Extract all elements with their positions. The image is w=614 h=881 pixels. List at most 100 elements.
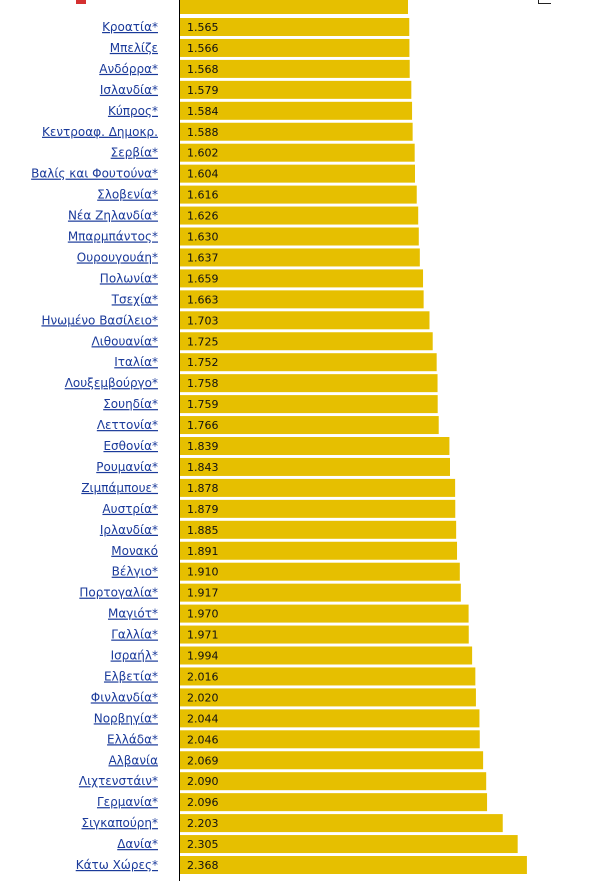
country-label-link[interactable]: Εσθονία* bbox=[103, 439, 158, 453]
country-label-link[interactable]: Σερβία* bbox=[111, 146, 158, 160]
country-label-link[interactable]: Μπελίζε bbox=[110, 41, 158, 55]
bar bbox=[180, 562, 460, 581]
country-label-link[interactable]: Ελβετία* bbox=[104, 669, 158, 683]
bar bbox=[180, 185, 417, 204]
bar bbox=[180, 667, 476, 686]
country-label-link[interactable]: Σουηδία* bbox=[103, 397, 158, 411]
country-label-link[interactable]: Μαγιότ* bbox=[108, 607, 158, 621]
bar bbox=[180, 520, 457, 539]
country-label-link[interactable]: Ισλανδία* bbox=[100, 83, 158, 97]
country-label-link[interactable]: Ρουμανία* bbox=[96, 460, 158, 474]
country-label-link[interactable]: Βαλίς και Φουτούνα* bbox=[31, 167, 158, 181]
country-label-link[interactable]: Γερμανία* bbox=[97, 795, 158, 809]
country-label-link[interactable]: Ουρουγουάη* bbox=[77, 250, 158, 264]
bar bbox=[180, 772, 487, 791]
country-label-link[interactable]: Ζιμπάμπουε* bbox=[81, 481, 158, 495]
country-label-link[interactable]: Πολωνία* bbox=[100, 271, 158, 285]
country-label-link[interactable]: Νορβηγία* bbox=[94, 711, 158, 725]
bar bbox=[180, 688, 476, 707]
country-label-link[interactable]: Αυστρία* bbox=[102, 502, 158, 516]
country-label-link[interactable]: Λιχτενστάιν* bbox=[79, 774, 158, 788]
country-label-link[interactable]: Μονακό bbox=[111, 544, 158, 558]
bar-value-label: 1.766 bbox=[187, 419, 219, 432]
country-label-link[interactable]: Ελλάδα* bbox=[107, 732, 158, 746]
country-label-link[interactable]: Λεττονία* bbox=[97, 418, 158, 432]
bar bbox=[180, 269, 424, 288]
bar-value-label: 1.659 bbox=[187, 272, 219, 285]
country-label-link[interactable]: Γαλλία* bbox=[111, 628, 158, 642]
bar bbox=[180, 374, 438, 393]
country-label-link[interactable]: Λουξεμβούργο* bbox=[65, 376, 158, 390]
country-label-link[interactable]: Πορτογαλία* bbox=[79, 586, 158, 600]
bar-value-label: 1.891 bbox=[187, 545, 219, 558]
red-marker-icon bbox=[76, 0, 86, 4]
bar-value-label: 1.878 bbox=[187, 482, 219, 495]
bar bbox=[180, 751, 484, 770]
country-label-link[interactable]: Ανδόρρα* bbox=[99, 62, 158, 76]
country-label-link[interactable]: Δανία* bbox=[117, 837, 158, 851]
bar-value-label: 1.602 bbox=[187, 147, 219, 160]
bar-value-label: 1.584 bbox=[187, 105, 219, 118]
bar bbox=[180, 835, 518, 854]
country-label-link[interactable]: Αλβανία bbox=[108, 753, 158, 767]
bar-value-label: 1.579 bbox=[187, 84, 219, 97]
bar-value-label: 1.566 bbox=[187, 42, 219, 55]
dark-marker-icon bbox=[538, 0, 551, 4]
bar-value-label: 2.090 bbox=[187, 775, 219, 788]
country-label-link[interactable]: Μπαρμπάντος* bbox=[68, 230, 158, 244]
bar-value-label: 1.839 bbox=[187, 440, 219, 453]
bar bbox=[180, 80, 412, 99]
bar bbox=[180, 143, 415, 162]
bar bbox=[180, 395, 438, 414]
bar-value-label: 2.203 bbox=[187, 817, 219, 830]
country-label-link[interactable]: Σιγκαπούρη* bbox=[82, 816, 158, 830]
bar bbox=[180, 311, 430, 330]
country-label-link[interactable]: Τσεχία* bbox=[111, 292, 158, 306]
country-label-link[interactable]: Κεντροαφ. Δημοκρ. bbox=[42, 125, 158, 139]
country-label-link[interactable]: Κύπρος* bbox=[108, 104, 158, 118]
bar-value-label: 1.637 bbox=[187, 251, 219, 264]
country-label-link[interactable]: Νέα Ζηλανδία* bbox=[68, 209, 158, 223]
bar bbox=[180, 38, 410, 57]
country-label-link[interactable]: Σλοβενία* bbox=[97, 188, 158, 202]
bar bbox=[180, 353, 437, 372]
bar-value-label: 1.565 bbox=[187, 21, 219, 34]
bar bbox=[180, 604, 469, 623]
country-label-link[interactable]: Λιθουανία* bbox=[92, 334, 158, 348]
bar bbox=[180, 59, 410, 78]
bar bbox=[180, 227, 419, 246]
bar-value-label: 2.020 bbox=[187, 691, 219, 704]
bar bbox=[180, 248, 420, 267]
bar-value-label: 2.368 bbox=[187, 859, 219, 872]
bar-value-label: 1.588 bbox=[187, 126, 219, 139]
bar-value-label: 1.885 bbox=[187, 524, 219, 537]
bar bbox=[180, 478, 456, 497]
country-label-link[interactable]: Κροατία* bbox=[102, 20, 158, 34]
bar-value-label: 1.752 bbox=[187, 356, 219, 369]
bar bbox=[180, 499, 456, 518]
bar-value-label: 1.910 bbox=[187, 566, 219, 579]
bar-value-label: 1.703 bbox=[187, 314, 219, 327]
bar-value-label: 1.663 bbox=[187, 293, 219, 306]
bar bbox=[180, 122, 413, 141]
country-label-link[interactable]: Ηνωμένο Βασίλειο* bbox=[41, 313, 158, 327]
bar bbox=[180, 457, 450, 476]
bar bbox=[180, 709, 480, 728]
bar-value-label: 2.016 bbox=[187, 670, 219, 683]
bar bbox=[180, 730, 480, 749]
bar-value-label: 1.568 bbox=[187, 63, 219, 76]
bar bbox=[180, 856, 527, 874]
bar-value-label: 2.046 bbox=[187, 733, 219, 746]
bar-value-label: 1.630 bbox=[187, 231, 219, 244]
country-label-link[interactable]: Ιταλία* bbox=[114, 355, 158, 369]
country-label-link[interactable]: Βέλγιο* bbox=[112, 565, 158, 579]
bar bbox=[180, 583, 461, 602]
country-label-link[interactable]: Φινλανδία* bbox=[91, 690, 158, 704]
bar-value-label: 1.917 bbox=[187, 587, 219, 600]
country-label-link[interactable]: Ιρλανδία* bbox=[100, 523, 158, 537]
country-label-link[interactable]: Ισραήλ* bbox=[111, 649, 158, 663]
bar-value-label: 1.759 bbox=[187, 398, 219, 411]
bar bbox=[180, 18, 410, 36]
country-label-link[interactable]: Κάτω Χώρες* bbox=[76, 858, 158, 872]
bar-value-label: 1.994 bbox=[187, 650, 219, 663]
